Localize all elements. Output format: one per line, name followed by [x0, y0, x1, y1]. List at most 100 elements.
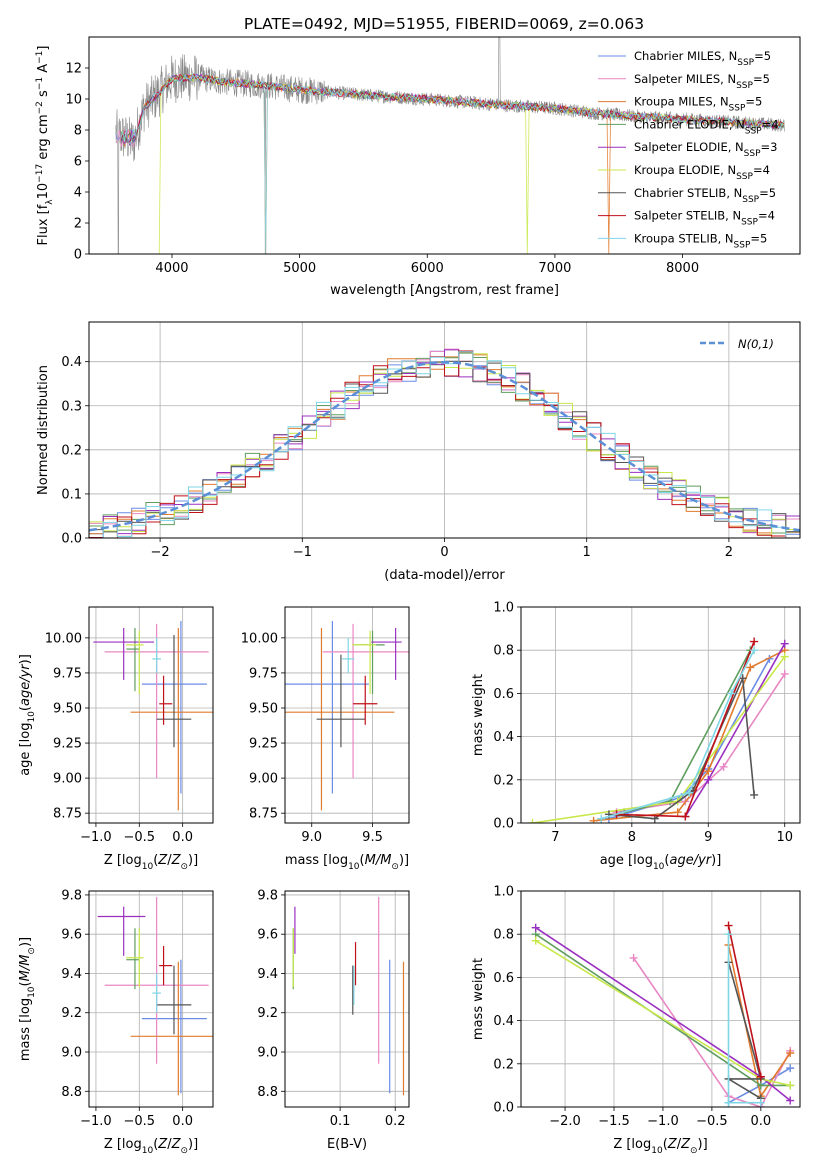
label-part: ( — [664, 853, 669, 868]
residuals-histogram-panel: −2 −1 0 1 2 0.0 0.1 0.2 0.3 0.4 (data-model)/error… — [36, 321, 801, 583]
axes-frame — [88, 36, 801, 255]
legend-count: =5 — [745, 95, 762, 109]
label-part: ( — [153, 1137, 158, 1152]
mass-weight-point — [724, 921, 733, 930]
mass-weight-point — [756, 1098, 765, 1107]
y-tick-label: 1.0 — [493, 885, 514, 900]
x-axis-label: Z [log10(Z/Z⊙)] — [613, 1137, 707, 1156]
y-tick-label: 0.3 — [61, 399, 82, 414]
mass-weight-point — [746, 663, 755, 672]
mass-weight-point — [724, 930, 733, 939]
y-tick-label: 9.4 — [61, 967, 82, 982]
mass-weight-point — [786, 1064, 795, 1073]
histogram-8 — [89, 350, 800, 538]
legend-label: Chabrier ELODIE, N — [634, 117, 745, 131]
y-tick-label: 8.8 — [257, 1085, 278, 1100]
mass-weight-point — [750, 790, 759, 799]
label-part: / — [167, 853, 172, 868]
label-part: )] — [188, 853, 198, 868]
mass-vs-ebv-panel: 0.1 0.2 8.8 9.0 9.2 9.4 9.6 9.8 E(B-V) — [257, 888, 410, 1152]
mass-weight-point — [685, 788, 694, 797]
x-tick-label: 1 — [583, 545, 591, 560]
mass-weight-line-5 — [684, 643, 786, 817]
legend-entry-1: Chabrier MILES, NSSP=5 — [634, 49, 771, 68]
label-part: −1 — [35, 77, 45, 90]
x-tick-label: 0.0 — [172, 830, 193, 845]
legend-entry-3: Kroupa MILES, NSSP=5 — [634, 95, 762, 114]
y-tick-label: 0.6 — [493, 971, 514, 986]
label-part: )] — [399, 853, 409, 868]
y-tick-label: 10.00 — [45, 631, 82, 646]
label-part: ] — [36, 46, 51, 51]
label-part: λ — [45, 199, 55, 205]
x-axis-label: Z [log10(Z/Z⊙)] — [104, 1137, 198, 1156]
mass-weight-point — [531, 923, 540, 932]
label-part: 10 — [651, 1146, 663, 1156]
label-part: )] — [18, 654, 33, 664]
mass-weight-line-6 — [532, 656, 786, 823]
x-tick-label: −1.0 — [80, 830, 112, 845]
legend-count: =4 — [758, 209, 775, 223]
x-tick-label: −0.5 — [124, 1114, 156, 1129]
mass-weight-vs-metallicity-panel: −2.0 −1.5 −1.0 −0.5 0.0 0.0 0.2 0.4 0.6 0.8 1.0 Z [… — [471, 885, 801, 1156]
x-tick-label: 9.0 — [301, 830, 322, 845]
legend-count: =4 — [762, 117, 779, 131]
axes-frame — [88, 321, 801, 539]
y-tick-label: 0.0 — [493, 817, 514, 832]
label-part: ( — [360, 853, 365, 868]
label-part: 10 — [142, 862, 154, 872]
label-part: )] — [18, 937, 33, 947]
label-part: ( — [663, 1137, 668, 1152]
label-part: ⊙ — [690, 1146, 698, 1156]
plot-area — [531, 921, 795, 1107]
mass-weight-point — [750, 637, 759, 646]
y-tick-label: 9.0 — [61, 1046, 82, 1061]
mass-weight-point — [681, 812, 690, 821]
y-tick-label: 9.25 — [249, 737, 278, 752]
axes-frame — [88, 890, 214, 1108]
x-tick-label: −1.0 — [80, 1114, 112, 1129]
label-part: −17 — [35, 164, 45, 183]
x-tick-label: 8000 — [666, 261, 699, 276]
y-tick-label: 9.4 — [257, 967, 278, 982]
y-tick-label: 6 — [74, 155, 82, 170]
y-tick-label: 0.8 — [493, 644, 514, 659]
x-tick-label: 0 — [440, 545, 448, 560]
label-part: ( — [153, 853, 158, 868]
label-part: 10 — [27, 986, 37, 998]
x-tick-label: 10 — [776, 830, 793, 845]
normal-curve — [89, 360, 800, 532]
x-tick-label: −1.0 — [647, 1114, 679, 1129]
legend-subscript: SSP — [744, 149, 761, 159]
legend-count: =5 — [753, 72, 770, 86]
legend-subscript: SSP — [736, 81, 753, 91]
label-part: −1 — [35, 51, 45, 64]
y-tick-label: 0 — [74, 248, 82, 263]
mass-weight-point — [780, 639, 789, 648]
label-part: Z [log — [613, 1137, 651, 1152]
mass-weight-point — [597, 814, 606, 823]
label-part: Z [log — [104, 1137, 142, 1152]
legend-label: Kroupa STELIB, N — [634, 231, 734, 245]
label-part: s — [36, 90, 51, 101]
label-part: Z — [680, 1137, 691, 1152]
y-tick-label: 4 — [74, 186, 82, 201]
y-tick-label: 0.4 — [493, 1014, 514, 1029]
y-tick-label: 9.00 — [249, 772, 278, 787]
legend-count: =3 — [761, 140, 778, 154]
legend-subscript: SSP — [734, 240, 751, 250]
y-tick-label: 9.6 — [61, 928, 82, 943]
y-tick-label: 8.75 — [53, 807, 82, 822]
plot-area — [528, 637, 789, 823]
axes-frame — [520, 890, 801, 1108]
y-tick-label: 0.4 — [493, 730, 514, 745]
legend-count: =4 — [753, 163, 770, 177]
y-tick-label: 9.8 — [61, 888, 82, 903]
y-axis-label: Normed distribution — [36, 365, 51, 495]
y-tick-label: 0.0 — [493, 1101, 514, 1116]
x-tick-label: −0.5 — [696, 1114, 728, 1129]
label-part: age [log — [600, 853, 653, 868]
axes-frame — [88, 606, 214, 824]
label-part: (data-model)/error — [384, 568, 505, 583]
